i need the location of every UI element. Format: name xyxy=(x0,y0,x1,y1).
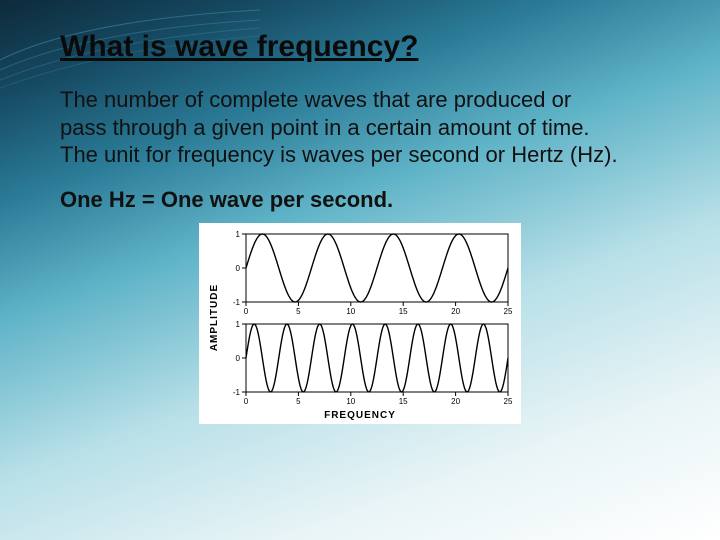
slide-body: The number of complete waves that are pr… xyxy=(60,86,620,169)
chart-panels: 0510152025-101 0510152025-101 xyxy=(224,228,514,408)
svg-text:5: 5 xyxy=(296,397,301,406)
svg-text:15: 15 xyxy=(399,307,408,316)
svg-text:-1: -1 xyxy=(233,298,241,307)
chart-xlabel: FREQUENCY xyxy=(206,410,514,421)
chart-panel-top: 0510152025-101 xyxy=(224,228,514,318)
svg-text:0: 0 xyxy=(236,264,241,273)
svg-text:0: 0 xyxy=(244,307,249,316)
svg-text:25: 25 xyxy=(504,307,513,316)
svg-text:1: 1 xyxy=(236,230,241,239)
svg-text:5: 5 xyxy=(296,307,301,316)
slide-emphasis: One Hz = One wave per second. xyxy=(60,187,660,213)
slide: What is wave frequency? The number of co… xyxy=(0,0,720,540)
svg-text:0: 0 xyxy=(244,397,249,406)
slide-title: What is wave frequency? xyxy=(60,30,660,64)
svg-text:20: 20 xyxy=(451,397,460,406)
chart-panel-bottom: 0510152025-101 xyxy=(224,318,514,408)
svg-text:10: 10 xyxy=(346,397,355,406)
svg-text:15: 15 xyxy=(399,397,408,406)
svg-text:0: 0 xyxy=(236,354,241,363)
svg-text:1: 1 xyxy=(236,320,241,329)
wave-chart: AMPLITUDE 0510152025-101 0510152025-101 … xyxy=(60,223,660,424)
chart-ylabel: AMPLITUDE xyxy=(210,284,221,351)
svg-text:25: 25 xyxy=(504,397,513,406)
chart-card: AMPLITUDE 0510152025-101 0510152025-101 … xyxy=(199,223,521,424)
svg-text:10: 10 xyxy=(346,307,355,316)
svg-text:20: 20 xyxy=(451,307,460,316)
svg-text:-1: -1 xyxy=(233,388,241,397)
